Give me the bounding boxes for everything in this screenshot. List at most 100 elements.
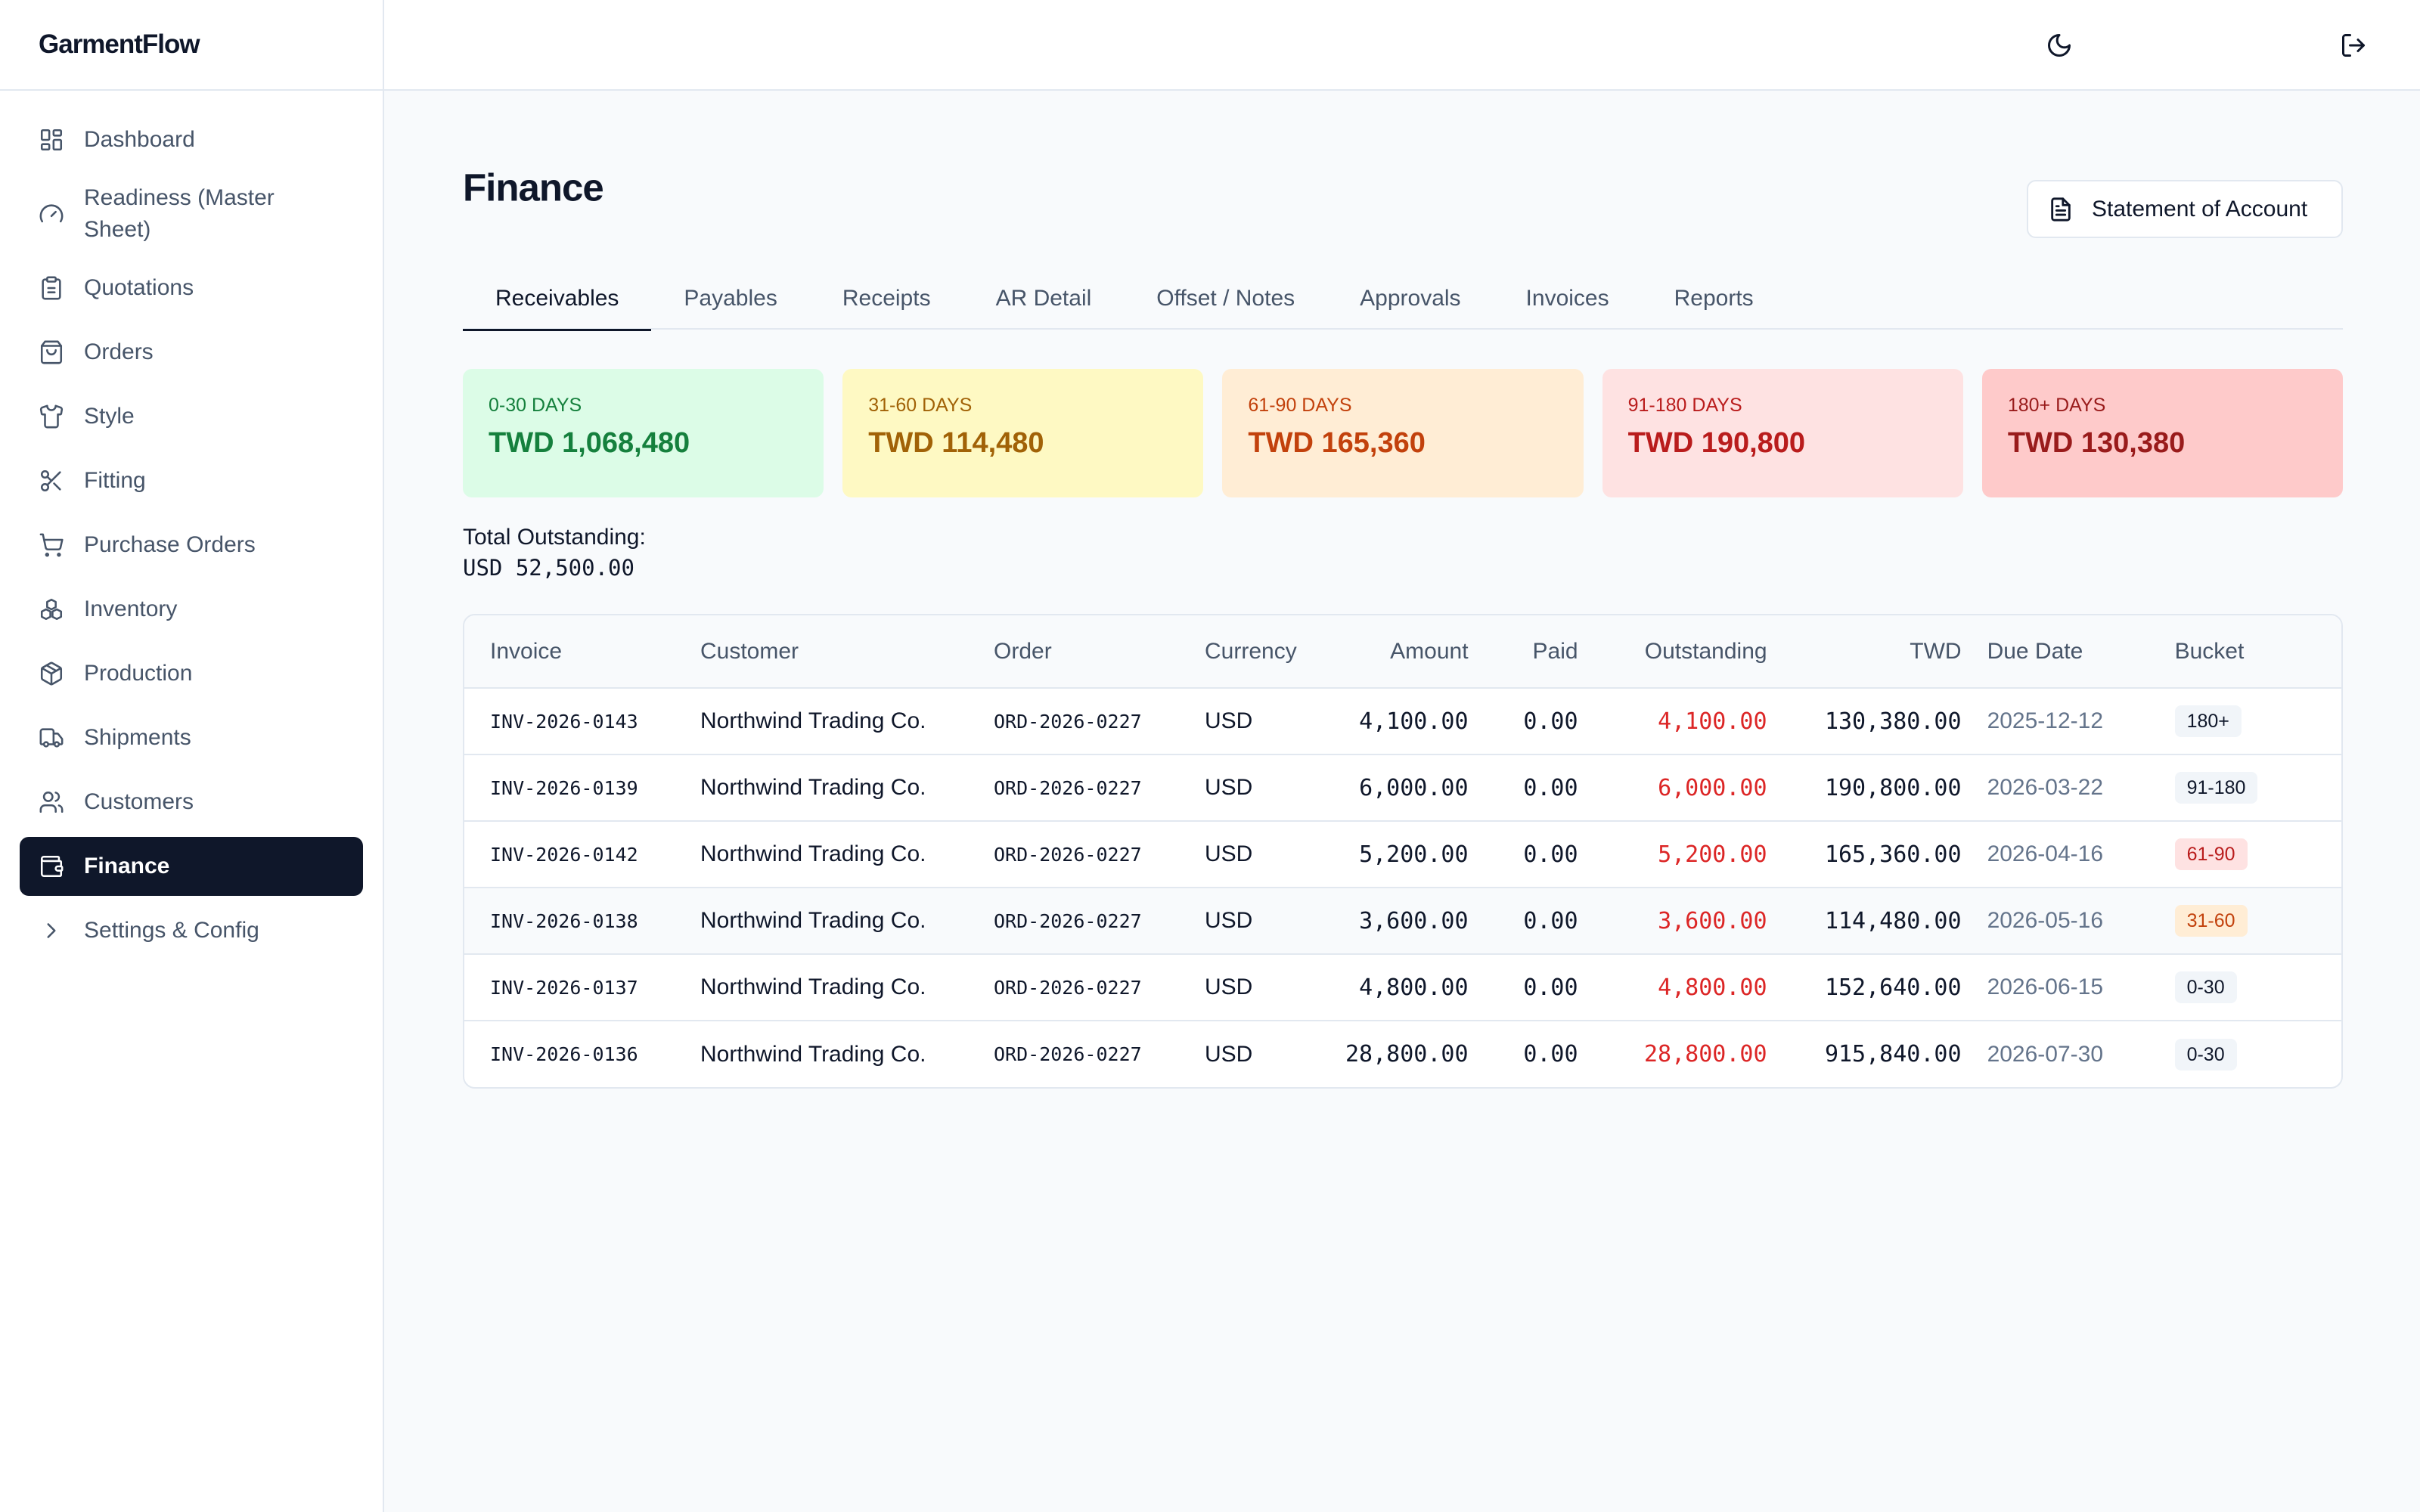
sidebar-item-settings-config[interactable]: Settings & Config	[20, 901, 363, 960]
invoice-cell[interactable]: INV-2026-0139	[464, 754, 675, 822]
twd-cell: 190,800.00	[1767, 754, 1962, 822]
table-row[interactable]: INV-2026-0138 Northwind Trading Co. ORD-20…	[464, 888, 2341, 955]
column-header-customer[interactable]: Customer	[675, 615, 968, 689]
sidebar-item-label: Fitting	[84, 468, 146, 493]
bucket-badge: 0-30	[2174, 1038, 2237, 1070]
due-date-cell: 2026-07-30	[1987, 1041, 2104, 1067]
sidebar-item-shipments[interactable]: Shipments	[20, 708, 363, 767]
aging-card-label: 180+ days	[2007, 395, 2106, 416]
paid-cell: 0.00	[1468, 821, 1578, 888]
paid-cell: 0.00	[1468, 754, 1578, 822]
table-row[interactable]: INV-2026-0139 Northwind Trading Co. ORD-20…	[464, 754, 2341, 822]
total-outstanding-value: USD 52,500.00	[463, 555, 634, 581]
column-header-paid[interactable]: Paid	[1468, 615, 1578, 689]
currency-cell: USD	[1179, 688, 1345, 755]
sidebar-item-quotations[interactable]: Quotations	[20, 259, 363, 318]
bucket-cell: 31-60	[2149, 888, 2341, 955]
wallet-icon	[39, 854, 64, 879]
users-icon	[39, 789, 64, 815]
column-header-due-date[interactable]: Due Date	[1961, 615, 2149, 689]
sidebar-item-label: Production	[84, 661, 193, 686]
sidebar-item-production[interactable]: Production	[20, 644, 363, 703]
outstanding-cell: 3,600.00	[1578, 888, 1767, 955]
invoice-cell[interactable]: INV-2026-0137	[464, 954, 675, 1021]
customer-cell: Northwind Trading Co.	[675, 688, 968, 755]
aging-card: 31-60 days TWD 114,480	[842, 369, 1204, 497]
paid-cell: 0.00	[1468, 688, 1578, 755]
twd-cell: 114,480.00	[1767, 888, 1962, 955]
aging-card-value: TWD 165,360	[1248, 427, 1426, 459]
page-title: Finance	[463, 166, 604, 209]
sidebar-item-label: Settings & Config	[84, 918, 259, 943]
statement-of-account-button[interactable]: Statement of Account	[2027, 180, 2343, 238]
table-row[interactable]: INV-2026-0137 Northwind Trading Co. ORD-20…	[464, 954, 2341, 1021]
sidebar-item-readiness-master-sheet[interactable]: Readiness (Master Sheet)	[20, 175, 363, 253]
invoice-cell[interactable]: INV-2026-0142	[464, 821, 675, 888]
tab-offset-notes[interactable]: Offset / Notes	[1156, 286, 1295, 311]
aging-card: 180+ days TWD 130,380	[1981, 369, 2344, 497]
order-cell: ORD-2026-0227	[968, 888, 1179, 955]
aging-card-value: TWD 190,800	[1627, 427, 1806, 459]
tab-receivables[interactable]: Receivables	[463, 268, 652, 331]
sidebar-item-finance[interactable]: Finance	[20, 837, 363, 896]
due-date-cell: 2026-06-15	[1961, 954, 2149, 1021]
table-body: INV-2026-0143 Northwind Trading Co. ORD-20…	[464, 688, 2341, 1087]
sidebar-item-label: Finance	[84, 854, 170, 878]
app-logo[interactable]: GarmentFlow	[0, 0, 383, 91]
file-text-icon	[2048, 197, 2074, 222]
tab-payables[interactable]: Payables	[684, 286, 777, 311]
sidebar-item-customers[interactable]: Customers	[20, 773, 363, 832]
currency-cell: USD	[1205, 1041, 1253, 1067]
column-header-invoice[interactable]: Invoice	[464, 615, 675, 689]
tab-reports[interactable]: Reports	[1674, 286, 1754, 311]
sidebar-item-style[interactable]: Style	[20, 387, 363, 446]
order-cell: ORD-2026-0227	[994, 1043, 1142, 1065]
table-row[interactable]: INV-2026-0142 Northwind Trading Co. ORD-20…	[464, 821, 2341, 888]
tab-invoices[interactable]: Invoices	[1525, 286, 1609, 311]
topbar	[384, 0, 2420, 91]
sidebar-nav: Dashboard Readiness (Master Sheet) Quotati…	[0, 91, 383, 960]
sidebar-item-label: Purchase Orders	[84, 532, 256, 557]
moon-icon[interactable]	[2043, 29, 2076, 62]
logout-icon[interactable]	[2337, 29, 2370, 62]
due-date-cell: 2025-12-12	[1961, 688, 2149, 755]
column-header-currency[interactable]: Currency	[1179, 615, 1345, 689]
bucket-cell: 61-90	[2149, 821, 2341, 888]
tab-ar-detail[interactable]: AR Detail	[995, 286, 1092, 311]
aging-card-label: 91-180 days	[1627, 395, 1742, 416]
invoice-cell[interactable]: INV-2026-0138	[464, 888, 675, 955]
outstanding-cell: 6,000.00	[1578, 754, 1767, 822]
aging-card-label: 31-60 days	[868, 395, 973, 416]
sidebar-item-fitting[interactable]: Fitting	[20, 451, 363, 510]
sidebar-item-purchase-orders[interactable]: Purchase Orders	[20, 516, 363, 575]
sidebar-item-dashboard[interactable]: Dashboard	[20, 110, 363, 169]
tab-approvals[interactable]: Approvals	[1360, 286, 1461, 311]
bucket-badge: 91-180	[2174, 772, 2258, 804]
scissors-icon	[39, 468, 64, 494]
due-date-cell: 2026-04-16	[1961, 821, 2149, 888]
currency-cell: USD	[1179, 888, 1345, 955]
tab-receipts[interactable]: Receipts	[842, 286, 931, 311]
aging-card-value: TWD 130,380	[2007, 427, 2186, 459]
customer-cell: Northwind Trading Co.	[675, 954, 968, 1021]
column-header-twd[interactable]: TWD	[1767, 615, 1962, 689]
column-header-amount[interactable]: Amount	[1345, 615, 1469, 689]
package-icon	[39, 661, 64, 686]
invoice-cell[interactable]: INV-2026-0136	[490, 1043, 638, 1065]
sidebar-item-label: Customers	[84, 789, 194, 814]
column-header-outstanding[interactable]: Outstanding	[1578, 615, 1767, 689]
sidebar-item-inventory[interactable]: Inventory	[20, 580, 363, 639]
outstanding-cell: 4,100.00	[1578, 688, 1767, 755]
sidebar-item-orders[interactable]: Orders	[20, 323, 363, 382]
invoice-cell[interactable]: INV-2026-0143	[464, 688, 675, 755]
column-header-bucket[interactable]: Bucket	[2149, 615, 2341, 689]
dashboard-icon	[39, 127, 64, 153]
cart-icon	[39, 532, 64, 558]
table-row[interactable]: INV-2026-0136 Northwind Trading Co. ORD-20…	[464, 1021, 2341, 1087]
order-cell: ORD-2026-0227	[968, 754, 1179, 822]
outstanding-cell: 4,800.00	[1578, 954, 1767, 1021]
shirt-icon	[39, 404, 64, 429]
amount-cell: 5,200.00	[1345, 821, 1469, 888]
column-header-order[interactable]: Order	[968, 615, 1179, 689]
table-row[interactable]: INV-2026-0143 Northwind Trading Co. ORD-20…	[464, 688, 2341, 755]
